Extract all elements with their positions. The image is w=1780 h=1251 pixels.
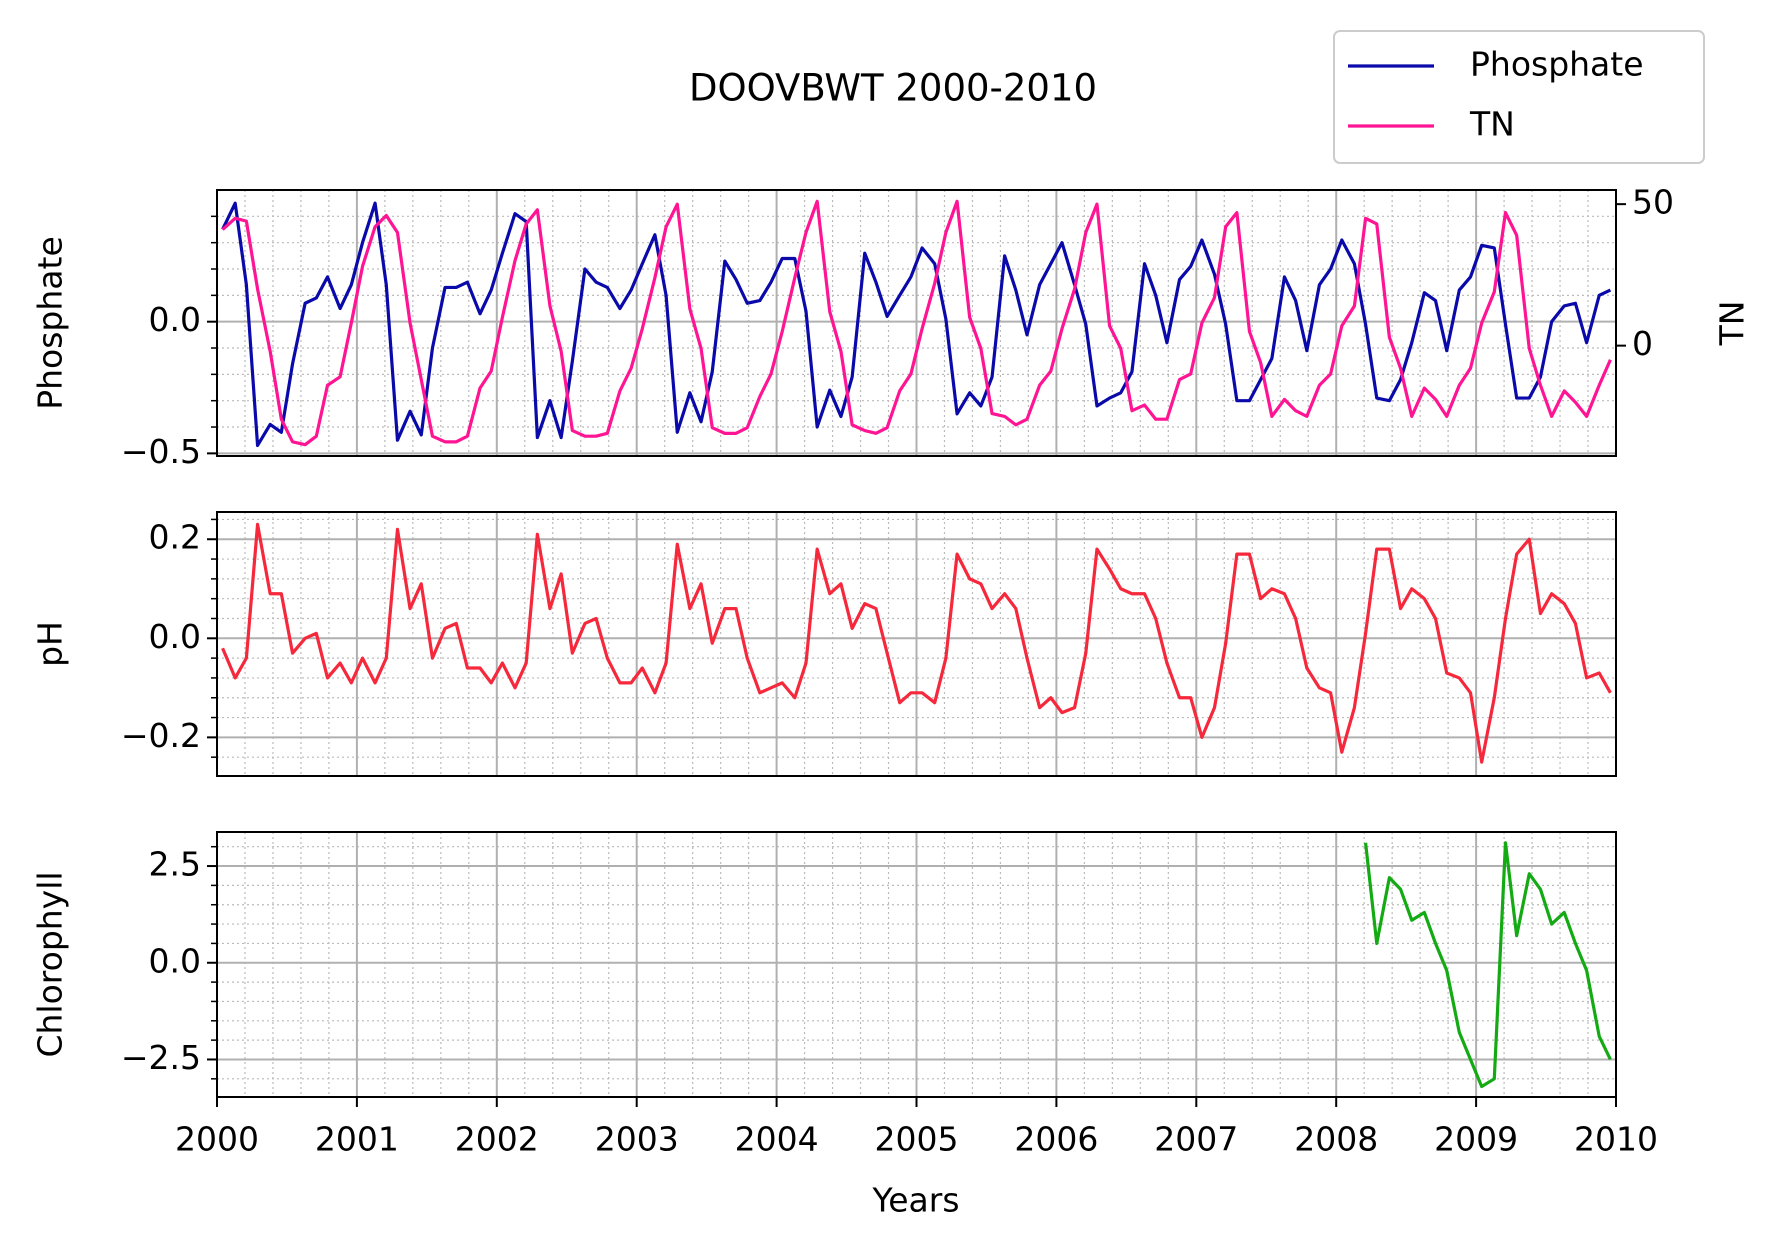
y-tick-label: 2.5: [149, 845, 201, 884]
x-tick-label: 2007: [1154, 1120, 1238, 1159]
x-tick-label: 2001: [315, 1120, 399, 1159]
y-axis-label: Phosphate: [31, 236, 70, 410]
y-tick-label: 0.0: [149, 300, 201, 339]
y2-axis-label: TN: [1713, 301, 1752, 347]
chart-title: DOOVBWT 2000-2010: [689, 67, 1097, 110]
line-series: [221, 201, 1612, 448]
y-tick-label: −0.5: [121, 432, 201, 471]
legend-box: [1333, 30, 1705, 164]
legend-label: Phosphate: [1470, 45, 1644, 84]
x-tick-label: 2010: [1574, 1120, 1658, 1159]
axes-frame: [216, 189, 1617, 457]
y-axis-label: Chlorophyll: [31, 871, 70, 1057]
x-tick-label: 2006: [1014, 1120, 1098, 1159]
y-axis-label: pH: [31, 621, 70, 667]
y2-tick-label: 50: [1632, 183, 1674, 222]
line-series: [221, 199, 1612, 447]
x-tick-label: 2004: [735, 1120, 819, 1159]
y-tick-label: −0.2: [121, 716, 201, 755]
y-tick-label: 0.0: [149, 617, 201, 656]
y-tick-label: 0.2: [149, 518, 201, 557]
axes-frame: [216, 511, 1617, 777]
x-tick-label: 2003: [595, 1120, 679, 1159]
x-tick-label: 2000: [175, 1120, 259, 1159]
y-tick-label: −2.5: [121, 1038, 201, 1077]
line-series: [1363, 841, 1612, 1089]
x-tick-label: 2009: [1434, 1120, 1518, 1159]
line-series: [221, 522, 1612, 764]
legend-label: TN: [1469, 105, 1515, 144]
y-tick-label: 0.0: [149, 941, 201, 980]
y2-tick-label: 0: [1632, 324, 1653, 363]
x-tick-label: 2002: [455, 1120, 539, 1159]
x-tick-label: 2005: [875, 1120, 959, 1159]
x-tick-label: 2008: [1294, 1120, 1378, 1159]
x-axis-label: Years: [871, 1181, 959, 1220]
